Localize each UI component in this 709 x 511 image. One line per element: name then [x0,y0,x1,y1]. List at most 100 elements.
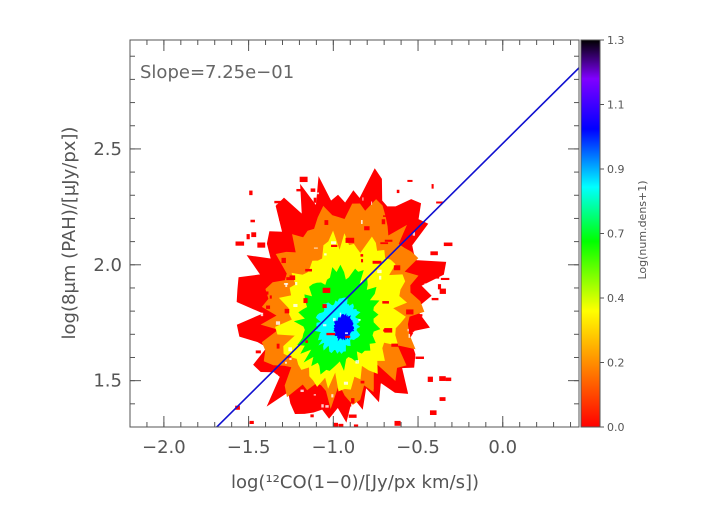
density-speck [429,410,437,415]
colorbar-ticks: 0.0 0.2 0.4 0.7 0.9 1.1 1.3 [600,34,625,434]
density-gap [283,283,289,285]
density-speck [312,431,318,435]
plot-frame [129,39,580,428]
density-gap [360,220,363,224]
x-tick-label: −2.0 [142,437,186,458]
density-speck [257,242,266,248]
density-speck [281,257,286,264]
density-speck [381,219,386,225]
density-speck [313,197,317,203]
density-gap [404,397,408,400]
density-speck [305,268,312,272]
density-gap [408,333,411,338]
density-speck [303,298,308,304]
density-speck [430,273,440,279]
density-gap [322,324,327,327]
density-gap [300,389,304,393]
colorbar-title: Log(num.dens+1) [636,180,649,279]
density-speck [360,380,365,384]
density-speck [397,376,401,382]
slope-annotation: Slope=7.25e−01 [140,62,294,83]
density-speck [235,241,245,246]
x-axis-title: log(¹²CO(1−0)/[Jy/px km/s]) [231,472,479,493]
density-speck [322,287,331,293]
density-gap [377,269,382,274]
fit-line-group [215,67,579,427]
density-speck [287,355,292,359]
density-gap [410,394,413,398]
density-speck [276,204,286,207]
density-speck [383,329,389,332]
density-gap [315,192,320,195]
density-speck [338,423,344,427]
density-speck [266,305,271,309]
density-gap [361,280,363,283]
x-axis-ticks: −2.0 −1.5 −1.0 −0.5 0.0 [142,40,572,458]
density-speck [373,389,378,395]
colorbar-tick-label: 0.2 [607,357,625,370]
density-speck [440,277,450,281]
density-speck [364,226,370,231]
density-speck [430,251,438,256]
density-gap [412,232,416,236]
density-speck [431,184,434,189]
density-speck [360,254,364,257]
density-speck [346,402,352,407]
density-speck [372,260,382,264]
colorbar-tick-label: 1.1 [607,99,625,112]
density-speck [406,309,414,315]
density-speck [265,291,269,295]
density-speck [396,189,400,194]
density-speck [394,343,397,347]
density-speck [269,295,272,299]
density-speck [344,335,351,338]
density-speck [417,314,423,317]
density-speck [382,301,389,304]
density-speck [407,179,413,182]
density-gap [378,275,382,280]
density-speck [437,284,442,290]
density-speck [353,424,359,427]
colorbar-tick-label: 0.7 [607,228,625,241]
density-speck [380,242,389,245]
density-gap [295,281,298,286]
density-speck [383,215,388,217]
density-speck [326,332,336,336]
density-speck [439,288,446,294]
density-gap [358,319,361,321]
density-speck [255,350,261,354]
density-speck [445,377,452,382]
density-gap [331,394,334,398]
density-cloud [235,168,453,435]
colorbar [580,39,601,428]
density-gap [332,317,336,322]
colorbar-tick-label: 0.0 [607,421,625,434]
density-speck [394,420,401,426]
density-gap [371,201,373,205]
density-speck [284,431,289,434]
density-speck [345,237,355,243]
y-axis-title: log(8μm (PAH)/[μJy/px]) [59,127,80,340]
density-gap [426,329,430,333]
density-speck [436,201,444,204]
density-speck [296,188,303,192]
density-speck [235,405,240,410]
density-gap [289,357,292,361]
density-speck [305,340,308,343]
density-speck [255,297,259,303]
colorbar-tick-label: 0.9 [607,163,625,176]
x-tick-label: −0.5 [396,437,440,458]
x-tick-label: −1.5 [227,437,271,458]
y-tick-label: 2.0 [93,255,122,276]
density-gap [275,321,281,325]
density-speck [393,265,401,271]
density-speck [333,422,338,427]
density-gap [324,253,327,256]
density-speck [361,259,364,263]
colorbar-tick-label: 1.3 [607,34,625,47]
density-speck [439,397,446,401]
density-speck [443,242,453,247]
density-speck [289,275,296,278]
density-gap [412,331,416,334]
